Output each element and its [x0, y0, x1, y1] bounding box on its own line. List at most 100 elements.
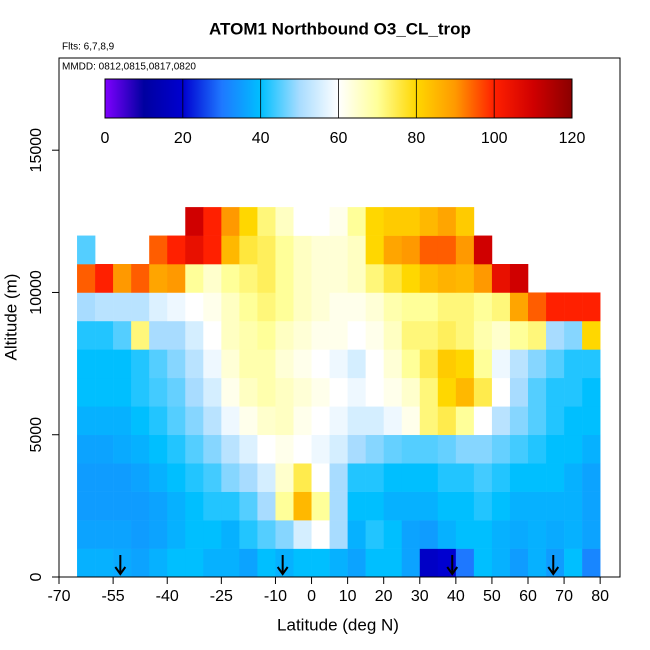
arrow-marker [276, 555, 289, 576]
heat-cell [113, 434, 132, 464]
y-axis-label: Altitude (m) [1, 274, 20, 361]
heat-cell [419, 349, 439, 379]
heat-cell [257, 491, 276, 521]
heat-cell [149, 377, 168, 407]
heat-cell [131, 491, 150, 521]
y-tick-label: 0 [28, 572, 45, 581]
y-tick-label: 5000 [28, 417, 45, 453]
heat-cell [275, 207, 294, 236]
arrow-marker [547, 555, 560, 576]
heat-cell [509, 434, 529, 464]
heat-cell [293, 520, 312, 549]
heat-cell [113, 406, 132, 436]
heat-cell [185, 264, 204, 293]
heat-cell [221, 264, 240, 293]
x-tick-label: 70 [555, 588, 573, 605]
heat-cell [149, 320, 168, 350]
heat-cell [131, 406, 150, 436]
heat-cell [401, 292, 421, 322]
heat-cell [77, 520, 96, 549]
heat-cell [365, 406, 384, 436]
heat-cell [95, 264, 114, 293]
heat-cell [221, 235, 240, 265]
heat-cell [275, 491, 294, 521]
colorbar-tick-label: 60 [330, 130, 348, 147]
heat-cell [383, 349, 403, 379]
heat-cell [167, 463, 186, 492]
heat-cell [311, 434, 330, 464]
heat-cell [239, 320, 258, 350]
heat-cell [564, 463, 583, 492]
heat-cell [347, 207, 366, 236]
heat-cell [365, 320, 384, 350]
heat-cell [329, 520, 348, 549]
heat-cell [149, 292, 168, 322]
heat-cell [365, 207, 384, 236]
heat-cell [275, 235, 294, 265]
heat-cell [131, 377, 150, 407]
heat-cell [347, 463, 366, 492]
heat-cell [564, 349, 583, 379]
heat-cell [473, 434, 493, 464]
heat-cell [167, 491, 186, 521]
heat-cell [401, 207, 421, 236]
heat-cell [564, 491, 583, 521]
heat-cell [239, 434, 258, 464]
heat-cell [347, 264, 366, 293]
heat-cell [383, 491, 403, 521]
heat-cell [582, 491, 601, 521]
heat-cell [401, 491, 421, 521]
heat-cell [546, 292, 565, 322]
heat-cell [311, 207, 330, 236]
heat-cell [582, 292, 601, 322]
plot-frame [58, 57, 621, 578]
heat-cell [149, 463, 168, 492]
x-tick-label: 40 [447, 588, 465, 605]
heat-cell [347, 434, 366, 464]
heat-cell [528, 520, 547, 549]
heat-cell [113, 349, 132, 379]
heat-cell [221, 548, 240, 578]
heat-cell [203, 406, 222, 436]
heat-cell [329, 491, 348, 521]
heat-cell [528, 491, 547, 521]
heat-cell [77, 463, 96, 492]
heat-cell [203, 320, 222, 350]
heat-cell [401, 320, 421, 350]
heat-cell [329, 207, 348, 236]
heat-cell [455, 520, 475, 549]
heat-cell [582, 434, 601, 464]
heat-cell [185, 491, 204, 521]
heat-cell [491, 292, 511, 322]
heat-cell [455, 548, 475, 578]
heat-cell [509, 264, 529, 293]
heat-cell [257, 264, 276, 293]
heat-cell [419, 264, 439, 293]
colorbar-tick-label: 0 [101, 130, 110, 147]
heat-cell [365, 520, 384, 549]
heat-cell [365, 434, 384, 464]
heat-cell [239, 349, 258, 379]
heat-cell [113, 491, 132, 521]
heat-cell [329, 406, 348, 436]
heat-cell [509, 520, 529, 549]
heat-cell [185, 434, 204, 464]
heat-cell [528, 292, 547, 322]
heat-cell [293, 434, 312, 464]
heat-cell [257, 207, 276, 236]
heat-cell [437, 235, 457, 265]
heat-cell [401, 349, 421, 379]
x-tick-label: -25 [210, 588, 233, 605]
heat-cell [185, 463, 204, 492]
heat-cell [311, 406, 330, 436]
flights-note: Flts: 6,7,8,9 [62, 42, 115, 53]
heat-cell [473, 377, 493, 407]
heat-cell [311, 491, 330, 521]
heat-cell [365, 292, 384, 322]
heat-cell [455, 207, 475, 236]
heat-cell [239, 292, 258, 322]
heat-cell [491, 264, 511, 293]
heat-cell [582, 377, 601, 407]
heat-cell [329, 434, 348, 464]
heat-cell [401, 235, 421, 265]
